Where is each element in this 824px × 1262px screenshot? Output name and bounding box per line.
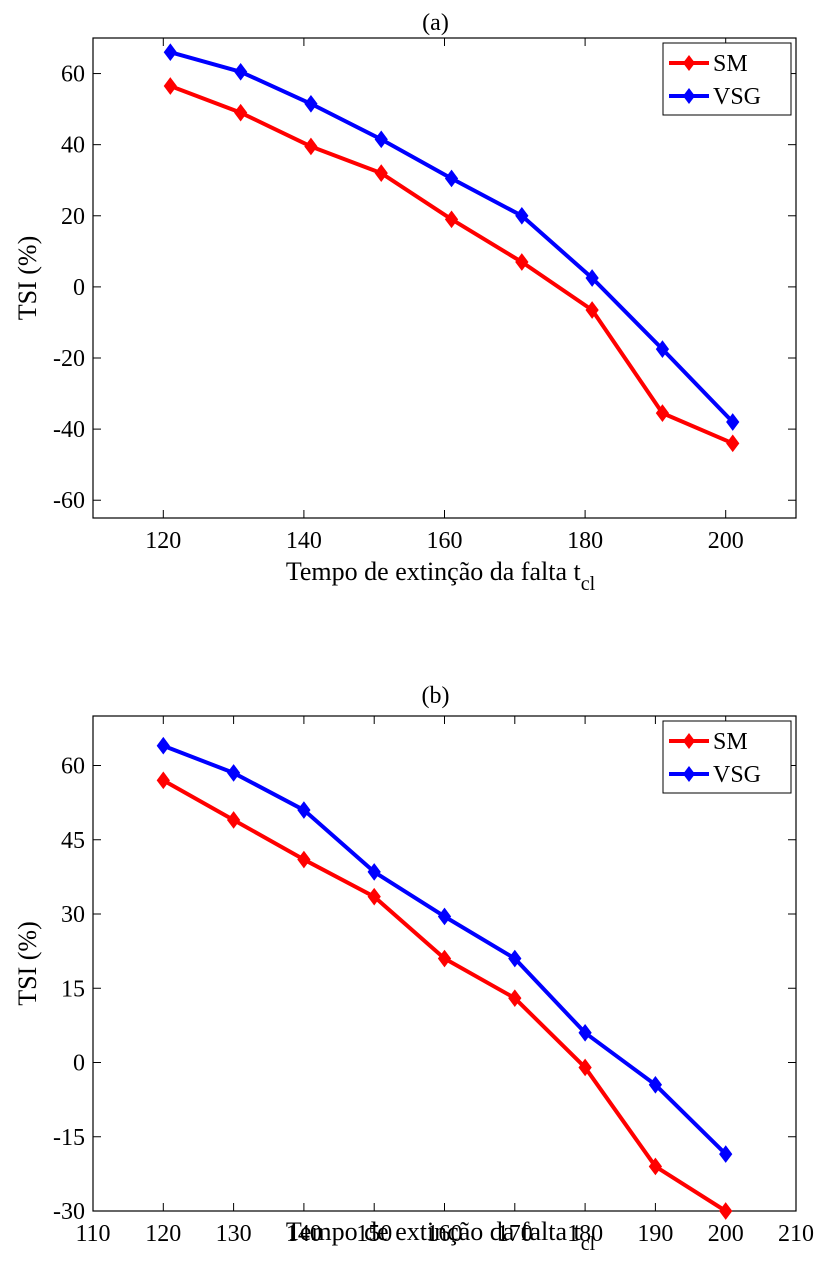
data-point-vsg xyxy=(163,43,177,62)
x-tick-label: 110 xyxy=(75,1221,110,1247)
x-tick-label: 180 xyxy=(567,1221,603,1247)
chart-panel-0: 120 140 160 180 200 -60 -40 -20 0 20 40 60 (a) Tempo … xyxy=(13,10,797,595)
data-point-vsg xyxy=(437,907,452,926)
legend-box xyxy=(662,720,792,794)
y-tick-label: 30 xyxy=(61,902,85,928)
legend-swatch-marker xyxy=(683,55,695,71)
x-axis-label: Tempo de extinção da falta tcl xyxy=(286,557,596,595)
x-tick-label: 160 xyxy=(427,1221,463,1247)
data-point-sm xyxy=(578,1058,592,1077)
data-point-sm xyxy=(437,949,452,968)
y-axis-label: TSI (%) xyxy=(13,236,42,320)
legend-label-sm: SM xyxy=(713,51,748,77)
y-tick-label: -15 xyxy=(53,1125,85,1151)
legend-label-sm: SM xyxy=(713,729,748,755)
data-point-sm xyxy=(726,434,740,453)
data-point-vsg xyxy=(444,169,459,188)
data-point-sm xyxy=(719,1202,733,1220)
x-axis-label-main: Tempo de extinção da falta t xyxy=(286,557,582,586)
data-point-vsg xyxy=(304,94,318,113)
data-point-vsg xyxy=(156,736,170,755)
x-tick-label: 150 xyxy=(356,1221,392,1247)
y-axis-label: TSI (%) xyxy=(13,921,42,1005)
data-point-sm xyxy=(297,850,311,869)
x-tick-label: 140 xyxy=(286,1221,322,1247)
x-tick-label: 210 xyxy=(778,1221,814,1247)
x-axis-label-subscript: cl xyxy=(581,573,596,595)
x-tick-label: 190 xyxy=(637,1221,673,1247)
data-point-vsg xyxy=(515,206,529,225)
y-tick-label: 60 xyxy=(61,62,85,88)
data-point-vsg xyxy=(367,863,381,881)
x-tick-label: 120 xyxy=(145,1221,181,1247)
data-point-sm xyxy=(304,137,318,156)
data-point-vsg xyxy=(226,764,241,782)
y-tick-label: 15 xyxy=(61,976,85,1002)
data-point-sm xyxy=(163,77,177,95)
x-axis-label-main: Tempo de extinção da falta t xyxy=(286,1217,582,1246)
legend-swatch-marker xyxy=(683,733,695,749)
x-tick-label: 200 xyxy=(708,528,744,554)
y-tick-label: 60 xyxy=(61,754,85,780)
data-point-sm xyxy=(508,989,522,1007)
data-point-vsg xyxy=(578,1023,592,1042)
y-tick-label: -60 xyxy=(53,488,85,514)
data-point-vsg xyxy=(719,1145,733,1163)
x-axis-label-subscript: cl xyxy=(581,1233,596,1255)
chart-title: (b) xyxy=(422,683,450,709)
y-tick-label: 40 xyxy=(61,133,85,159)
data-point-sm xyxy=(655,404,670,422)
x-tick-label: 140 xyxy=(286,528,322,554)
data-point-sm xyxy=(367,887,381,906)
data-point-sm xyxy=(156,771,170,790)
data-point-vsg xyxy=(297,801,311,819)
plot-area xyxy=(92,37,797,519)
chart-panel-1: 110 120 130 140 150 160 170 180 190 200 210 -30 -15 0… xyxy=(13,683,814,1255)
data-point-vsg xyxy=(585,269,599,287)
legend-label-vsg: VSG xyxy=(713,84,761,110)
y-tick-label: 0 xyxy=(73,1051,85,1077)
data-point-sm xyxy=(374,164,388,182)
legend-label-vsg: VSG xyxy=(713,762,761,788)
x-tick-label: 200 xyxy=(708,1221,744,1247)
y-tick-label: 45 xyxy=(61,828,85,854)
y-tick-label: -40 xyxy=(53,417,85,443)
y-tick-label: 20 xyxy=(61,204,85,230)
data-point-vsg xyxy=(508,949,522,968)
data-point-vsg xyxy=(234,62,248,81)
legend-swatch-marker xyxy=(683,88,695,104)
x-tick-label: 180 xyxy=(567,528,603,554)
legend: SM VSG xyxy=(662,42,792,116)
x-tick-label: 120 xyxy=(145,528,181,554)
y-tick-label: 0 xyxy=(73,275,85,301)
data-point-sm xyxy=(515,253,529,271)
data-point-sm xyxy=(444,210,459,229)
x-axis-label: Tempo de extinção da falta tcl xyxy=(286,1217,596,1255)
data-point-vsg xyxy=(726,413,740,431)
x-tick-label: 170 xyxy=(497,1221,533,1247)
chart-title: (a) xyxy=(422,10,449,36)
legend-swatch-marker xyxy=(683,766,695,782)
x-tick-label: 160 xyxy=(427,528,463,554)
data-point-vsg xyxy=(655,340,670,358)
legend-box xyxy=(662,42,792,116)
data-point-sm xyxy=(585,301,599,319)
y-tick-label: -20 xyxy=(53,346,85,372)
x-tick-label: 130 xyxy=(216,1221,252,1247)
legend: SM VSG xyxy=(662,720,792,794)
y-tick-label: -30 xyxy=(53,1199,85,1225)
data-point-sm xyxy=(648,1157,663,1176)
data-point-vsg xyxy=(648,1075,663,1094)
data-point-sm xyxy=(226,811,241,829)
data-point-sm xyxy=(234,103,248,122)
data-point-vsg xyxy=(374,130,388,149)
